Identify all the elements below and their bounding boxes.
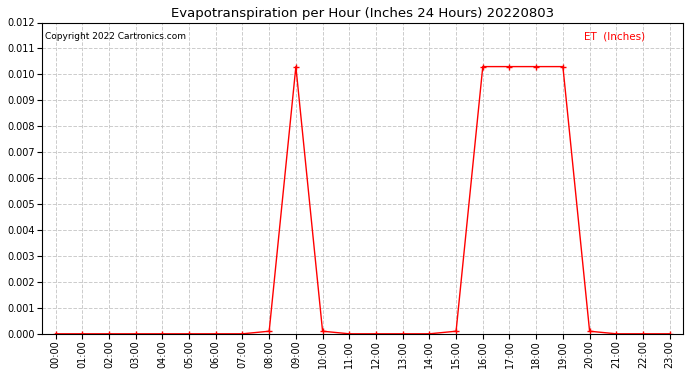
Title: Evapotranspiration per Hour (Inches 24 Hours) 20220803: Evapotranspiration per Hour (Inches 24 H…: [171, 7, 554, 20]
Text: ET  (Inches): ET (Inches): [584, 32, 645, 42]
Text: Copyright 2022 Cartronics.com: Copyright 2022 Cartronics.com: [46, 32, 186, 41]
